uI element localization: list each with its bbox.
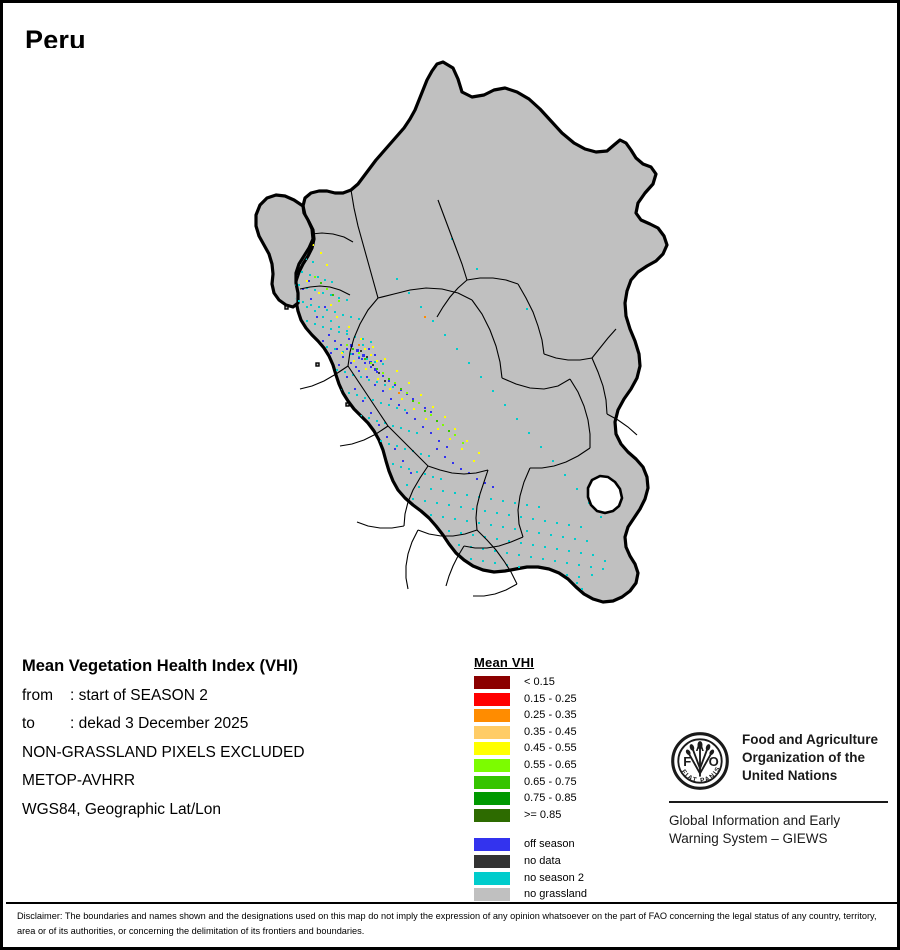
legend-swatch-icon bbox=[474, 742, 510, 756]
fao-branding-block: F A O FIAT PANIS Food and Agriculture Or… bbox=[669, 730, 889, 848]
svg-text:O: O bbox=[709, 754, 719, 769]
map-legend: Mean VHI < 0.15 0.15 - 0.25 0.25 - 0.35 … bbox=[474, 655, 587, 904]
info-from-value: : start of SEASON 2 bbox=[70, 686, 208, 704]
fao-org-line-1: Food and Agriculture bbox=[742, 732, 878, 747]
lake-titicaca bbox=[586, 474, 624, 515]
legend-label: no data bbox=[524, 854, 561, 867]
legend-label: 0.35 - 0.45 bbox=[524, 725, 577, 738]
legend-swatch-icon bbox=[474, 758, 510, 772]
info-row-from: from : start of SEASON 2 bbox=[22, 686, 452, 704]
legend-label: < 0.15 bbox=[524, 676, 555, 688]
giews-line-1: Global Information and Early bbox=[669, 813, 841, 828]
legend-swatch-icon bbox=[474, 838, 510, 852]
legend-item[interactable]: 0.75 - 0.85 bbox=[474, 791, 587, 806]
info-to-label: to bbox=[22, 715, 35, 732]
info-heading: Mean Vegetation Health Index (VHI) bbox=[22, 657, 298, 675]
legend-swatch-icon bbox=[474, 775, 510, 789]
info-line-sensor: METOP-AVHRR bbox=[22, 772, 136, 789]
peru-map-svg bbox=[6, 48, 897, 648]
fao-header: F A O FIAT PANIS Food and Agriculture Or… bbox=[669, 730, 889, 792]
country-landmass bbox=[254, 60, 669, 604]
legend-label: 0.45 - 0.55 bbox=[524, 742, 577, 755]
info-row-to: to : dekad 3 December 2025 bbox=[22, 716, 452, 732]
legend-label: 0.75 - 0.85 bbox=[524, 792, 577, 805]
svg-text:F: F bbox=[683, 754, 691, 769]
legend-item[interactable]: 0.45 - 0.55 bbox=[474, 741, 587, 756]
legend-label: 0.25 - 0.35 bbox=[524, 709, 577, 722]
legend-swatch-icon bbox=[474, 676, 510, 689]
disclaimer-divider bbox=[6, 902, 897, 904]
giews-programme-name: Global Information and Early Warning Sys… bbox=[669, 812, 889, 848]
fao-org-line-3: United Nations bbox=[742, 767, 838, 783]
legend-label: no season 2 bbox=[524, 871, 584, 884]
legend-item-special[interactable]: off season bbox=[474, 837, 587, 852]
coastal-islands bbox=[284, 305, 350, 407]
legend-item-special[interactable]: no season 2 bbox=[474, 871, 587, 886]
legend-item[interactable]: 0.35 - 0.45 bbox=[474, 725, 587, 740]
info-line-projection: WGS84, Geographic Lat/Lon bbox=[22, 800, 222, 818]
legend-title: Mean VHI bbox=[474, 655, 535, 670]
legend-swatch-icon bbox=[474, 692, 510, 706]
legend-label: 0.65 - 0.75 bbox=[524, 775, 577, 788]
map-canvas[interactable] bbox=[6, 48, 897, 648]
map-info-block: Mean Vegetation Health Index (VHI) from:… bbox=[22, 658, 452, 830]
legend-label: off season bbox=[524, 838, 575, 851]
giews-line-2: Warning System – GIEWS bbox=[669, 831, 828, 847]
fao-organization-name: Food and Agriculture Organization of the… bbox=[742, 730, 878, 784]
legend-swatch-icon bbox=[474, 725, 510, 739]
legend-item[interactable]: 0.15 - 0.25 bbox=[474, 692, 587, 707]
info-from-label: from bbox=[22, 686, 53, 704]
legend-item[interactable]: >= 0.85 bbox=[474, 808, 587, 823]
admin-boundaries bbox=[299, 189, 638, 597]
info-line-exclusion: NON-GRASSLAND PIXELS EXCLUDED bbox=[22, 743, 305, 761]
legend-item-special[interactable]: no data bbox=[474, 854, 587, 869]
legend-swatch-icon bbox=[474, 709, 510, 723]
legend-swatch-icon bbox=[474, 888, 510, 902]
legend-label: 0.55 - 0.65 bbox=[524, 758, 577, 771]
legend-swatch-icon bbox=[474, 792, 510, 806]
legend-item[interactable]: < 0.15 bbox=[474, 675, 587, 690]
fao-divider bbox=[669, 801, 888, 803]
legend-item[interactable]: 0.65 - 0.75 bbox=[474, 775, 587, 790]
legend-spacer bbox=[474, 824, 587, 837]
info-to-value: : dekad 3 December 2025 bbox=[70, 715, 249, 732]
legend-label: 0.15 - 0.25 bbox=[524, 692, 577, 705]
legend-swatch-icon bbox=[474, 871, 510, 885]
legend-swatch-icon bbox=[474, 808, 510, 822]
legend-label: no grassland bbox=[524, 888, 587, 901]
legend-swatch-icon bbox=[474, 854, 510, 868]
legend-item[interactable]: 0.55 - 0.65 bbox=[474, 758, 587, 773]
legend-item-special[interactable]: no grassland bbox=[474, 887, 587, 902]
svg-text:A: A bbox=[696, 741, 705, 754]
disclaimer-text: Disclaimer: The boundaries and names sho… bbox=[17, 911, 877, 937]
fao-logo-icon: F A O FIAT PANIS bbox=[669, 730, 731, 792]
legend-label: >= 0.85 bbox=[524, 808, 562, 821]
legend-item[interactable]: 0.25 - 0.35 bbox=[474, 708, 587, 723]
fao-org-line-2: Organization of the bbox=[742, 749, 865, 765]
